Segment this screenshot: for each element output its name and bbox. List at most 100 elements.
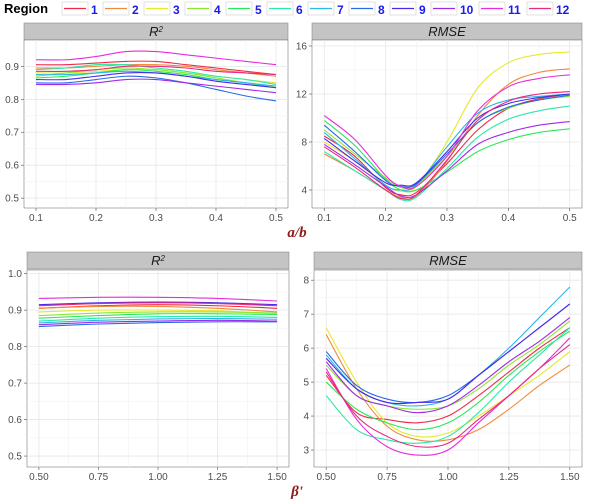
facet-title-superscript: 2 [157,25,163,34]
x-tick-label: 1.25 [208,472,228,483]
y-tick-label: 0.9 [8,306,22,317]
series-line-region-12 [323,91,570,200]
series-line-region-5 [325,330,571,431]
series-line-region-1 [35,60,277,76]
legend-label: 6 [296,3,303,17]
legend-label: 3 [173,3,180,17]
panel-r2-bottom: R20.50 0.75 1.00 1.25 1.500.50.60.70.80.91.0 [8,251,290,483]
x-tick-label: 0.2 [89,213,103,224]
facet-title: RMSE [428,24,466,39]
x-tick-label: 0.5 [269,213,283,224]
x-tick-label: 1.00 [148,472,168,483]
x-tick-label: 0.75 [377,472,397,483]
legend-label: 11 [508,3,521,17]
series-line-region-6 [35,63,277,86]
legend-key-3: 3 [143,1,180,17]
y-tick-label: 0.6 [8,415,22,426]
series-line-region-1 [325,327,571,424]
series-line-region-9 [323,93,570,187]
series-group [38,296,278,328]
y-tick-label: 3 [303,446,309,457]
legend-key-11: 11 [478,1,521,17]
series-line-region-8 [38,321,278,328]
x-tick-label: 1.00 [438,472,458,483]
y-tick-label: 8 [303,276,309,287]
y-tick-label: 1.0 [8,269,22,280]
x-tick-label: 1.50 [267,472,287,483]
series-line-region-8 [35,75,277,102]
y-tick-label: 0.5 [5,194,19,205]
panel-rmse-bottom: RMSE 0.50 0.75 1.00 1.25 1.50 3 4 5 6 7 8 [303,251,583,483]
series-line-region-2 [38,305,278,313]
legend-label: 7 [337,3,344,17]
legend-label: 2 [132,3,139,17]
series-line-region-6 [38,315,278,322]
y-tick-label: 0.7 [5,128,19,139]
series-line-region-9 [35,71,277,89]
series-line-region-4 [38,311,278,317]
legend-label: 9 [419,3,426,17]
series-line-region-11 [35,50,277,66]
series-line-region-12 [38,302,278,307]
series-line-region-10 [325,317,571,414]
series-line-region-2 [325,334,571,442]
legend-key-7: 7 [307,1,344,17]
series-line-region-7 [38,317,278,324]
y-tick-label: 0.6 [5,161,19,172]
legend-keys: 1 2 3 4 5 6 7 8 9 10 11 12 [61,1,570,17]
x-axis-label-top: a/b [287,225,307,241]
series-line-region-3 [38,309,278,315]
series-line-region-6 [325,327,571,444]
x-tick-label: 0.2 [379,213,393,224]
y-tick-label: 8 [301,138,307,149]
legend-label: 5 [255,3,262,17]
series-line-region-12 [325,344,571,448]
series-line-region-9 [325,303,571,405]
legend-label: 10 [460,3,474,17]
legend-key-6: 6 [266,1,303,17]
series-line-region-3 [325,327,571,438]
x-tick-label: 0.75 [89,472,109,483]
series-line-region-9 [38,301,278,306]
legend-key-8: 8 [348,1,385,17]
series-line-region-5 [38,313,278,319]
panel-r2-top: R20.1 0.2 0.3 0.4 0.50.50.60.70.80.9 [5,22,289,224]
y-tick-label: 0.9 [5,62,19,73]
major-grid [24,40,288,208]
series-line-region-11 [38,296,278,302]
x-tick-label: 0.50 [316,472,336,483]
x-tick-label: 0.1 [317,213,331,224]
legend-key-10: 10 [430,1,474,17]
y-tick-label: 0.8 [8,342,22,353]
y-tick-label: 16 [296,42,308,53]
y-tick-label: 4 [303,412,309,423]
y-tick-label: 0.5 [8,452,22,463]
legend-key-1: 1 [61,1,98,17]
legend-key-5: 5 [225,1,262,17]
x-tick-label: 0.50 [29,472,49,483]
x-tick-label: 0.1 [29,213,43,224]
x-tick-label: 1.50 [560,472,580,483]
series-line-region-10 [38,319,278,326]
legend-title: Region [4,1,48,16]
y-tick-label: 4 [301,186,307,197]
legend-label: 4 [214,3,221,17]
panel-rmse-top: RMSE 0.1 0.2 0.3 0.4 0.5 4 8 12 16 [296,22,583,224]
y-tick-label: 0.7 [8,379,22,390]
legend-label: 12 [556,3,570,17]
x-tick-label: 0.4 [209,213,223,224]
series-line-region-8 [323,94,570,188]
series-group [325,286,571,456]
x-tick-label: 0.3 [440,213,454,224]
series-line-region-10 [323,121,570,199]
x-axis-label-bottom: β' [290,484,303,500]
legend-key-9: 9 [389,1,426,17]
x-tick-label: 0.3 [149,213,163,224]
legend-key-2: 2 [102,1,139,17]
facet-strip [26,251,290,270]
series-group [35,50,277,102]
y-tick-label: 5 [303,378,309,389]
facet-title: RMSE [429,253,467,268]
y-tick-label: 6 [303,344,309,355]
